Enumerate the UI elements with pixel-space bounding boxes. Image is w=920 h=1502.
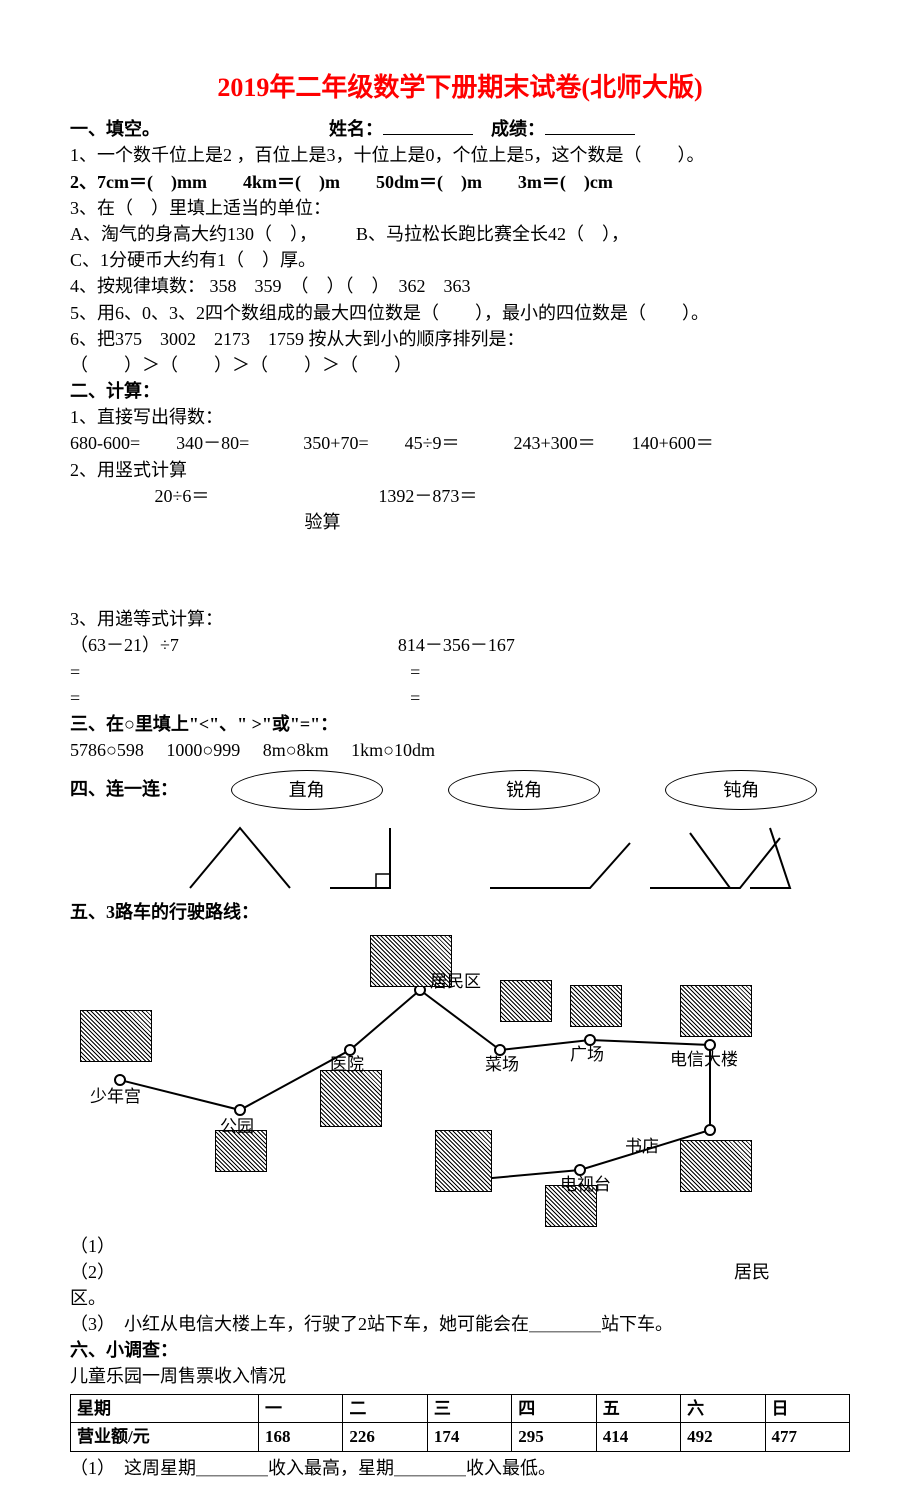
q1: 1、一个数千位上是2 ，百位上是3，十位上是0，个位上是5，这个数是（ ）。 — [70, 143, 850, 168]
name-label: 姓名： — [329, 119, 383, 139]
node-yiyuan: 医院 — [330, 1053, 364, 1077]
th-5: 五 — [596, 1394, 680, 1423]
s2q3-a: （63－21）÷7 — [70, 635, 179, 655]
section-5-head: 五、3路车的行驶路线： — [70, 900, 850, 925]
s3-a: 5786○598 — [70, 740, 144, 760]
q4: 4、按规律填数： 358 359 （ ）（ ） 362 363 — [70, 274, 850, 299]
oval-obtuse-angle: 钝角 — [665, 770, 817, 810]
bus-route-map: 少年宫 公园 医院 居民区 菜场 广场 电信大楼 书店 电视台 — [70, 930, 830, 1230]
table-header-row: 星期 一 二 三 四 五 六 日 — [71, 1394, 850, 1423]
section-3-items: 5786○598 1000○999 8m○8km 1km○10dm — [70, 738, 850, 763]
th-4: 四 — [512, 1394, 596, 1423]
node-juminqu: 居民区 — [430, 970, 481, 994]
q6-l1: 6、把375 3002 2173 1759 按从大到小的顺序排列是： — [70, 327, 850, 352]
s3-c: 8m○8km — [263, 740, 329, 760]
eq-row-2: == — [70, 686, 850, 711]
oval-right-angle: 直角 — [231, 770, 383, 810]
income-table: 星期 一 二 三 四 五 六 日 营业额/元 168 226 174 295 4… — [70, 1394, 850, 1453]
node-dianshitai: 电视台 — [560, 1173, 611, 1197]
angle-shapes — [70, 818, 830, 898]
s2q3-b: 814－356－167 — [398, 635, 515, 655]
node-caichang: 菜场 — [485, 1053, 519, 1077]
s5-q2-b: 居民 — [734, 1262, 770, 1282]
s5-q2-a: （2） — [70, 1262, 115, 1282]
th-3: 三 — [427, 1394, 511, 1423]
q3-head: 3、在（ ）里填上适当的单位： — [70, 196, 850, 221]
building-icon — [80, 1010, 152, 1062]
s2q2-expr: 20÷6＝ 1392－873＝ — [70, 484, 850, 509]
q3-ab: A、淘气的身高大约130（ ）， B、马拉松长跑比赛全长42（ ）， — [70, 222, 850, 247]
header-row: 一、填空。 姓名： 成绩： — [70, 114, 850, 142]
oval-acute-angle: 锐角 — [448, 770, 600, 810]
s5-q2: （2） 居民 — [70, 1260, 850, 1285]
section-6-head: 六、小调查： — [70, 1338, 850, 1363]
s2q2-check: 验算 — [305, 512, 341, 532]
building-icon — [320, 1070, 382, 1127]
s2q2-check-row: 验算 — [70, 510, 850, 535]
th-2: 二 — [343, 1394, 427, 1423]
page-title: 2019年二年级数学下册期末试卷(北师大版) — [70, 70, 850, 106]
s2q1-items: 680-600= 340－80= 350+70= 45÷9＝ 243+300＝ … — [70, 431, 850, 456]
s2q2-a: 20÷6＝ — [155, 486, 210, 506]
s3-d: 1km○10dm — [351, 740, 435, 760]
name-blank[interactable] — [383, 114, 473, 135]
building-icon — [570, 985, 622, 1027]
node-gongyuan: 公园 — [220, 1115, 254, 1139]
td-v6: 492 — [681, 1423, 765, 1452]
q3-c: C、1分硬币大约有1（ ）厚。 — [70, 248, 850, 273]
section-2-head: 二、计算： — [70, 379, 850, 404]
s2q3-expr: （63－21）÷7 814－356－167 — [70, 633, 850, 658]
q5: 5、用6、0、3、2四个数组成的最大四位数是（ ），最小的四位数是（ ）。 — [70, 301, 850, 326]
th-6: 六 — [681, 1394, 765, 1423]
building-icon — [500, 980, 552, 1022]
td-v4: 295 — [512, 1423, 596, 1452]
td-v1: 168 — [259, 1423, 343, 1452]
td-v7: 477 — [765, 1423, 849, 1452]
th-1: 一 — [259, 1394, 343, 1423]
table-data-row: 营业额/元 168 226 174 295 414 492 477 — [71, 1423, 850, 1452]
td-v3: 174 — [427, 1423, 511, 1452]
section-4-head: 四、连一连： — [70, 777, 178, 802]
td-label: 营业额/元 — [71, 1423, 259, 1452]
q3-a: A、淘气的身高大约130（ ）， — [70, 224, 317, 244]
q3-b: B、马拉松长跑比赛全长42（ ）， — [356, 224, 629, 244]
th-week: 星期 — [71, 1394, 259, 1423]
q2: 2、7cm＝( )mm 4km＝( )m 50dm＝( )m 3m＝( )cm — [70, 170, 850, 195]
section-6-sub: 儿童乐园一周售票收入情况 — [70, 1364, 850, 1389]
score-label: 成绩： — [491, 119, 545, 139]
section-4-row: 四、连一连： 直角 锐角 钝角 — [70, 764, 850, 814]
section-1-head: 一、填空。 — [70, 119, 160, 139]
eq-row-1: == — [70, 660, 850, 685]
node-guangchang: 广场 — [570, 1043, 604, 1067]
node-shudian: 书店 — [625, 1135, 659, 1159]
s3-b: 1000○999 — [166, 740, 240, 760]
td-v2: 226 — [343, 1423, 427, 1452]
s2q1: 1、直接写出得数： — [70, 405, 850, 430]
node-dianxin: 电信大楼 — [670, 1048, 738, 1072]
node-shaoniangong: 少年宫 — [90, 1085, 141, 1109]
s6-q1: （1） 这周星期＿＿＿＿收入最高，星期＿＿＿＿收入最低。 — [70, 1456, 850, 1481]
building-icon — [435, 1130, 492, 1192]
td-v5: 414 — [596, 1423, 680, 1452]
s5-q1: （1） — [70, 1234, 850, 1259]
s2q2: 2、用竖式计算 — [70, 458, 850, 483]
s5-q2-c: 区。 — [70, 1286, 850, 1311]
s5-q3: （3） 小红从电信大楼上车，行驶了2站下车，她可能会在＿＿＿＿站下车。 — [70, 1312, 850, 1337]
section-3-head: 三、在○里填上"<"、" >"或"="： — [70, 712, 850, 737]
building-icon — [680, 1140, 752, 1192]
score-blank[interactable] — [545, 114, 635, 135]
th-7: 日 — [765, 1394, 849, 1423]
q6-l2: （ ）＞（ ）＞（ ）＞（ ） — [70, 353, 850, 378]
building-icon — [680, 985, 752, 1037]
s2q3: 3、用递等式计算： — [70, 607, 850, 632]
s2q2-b: 1392－873＝ — [378, 486, 477, 506]
